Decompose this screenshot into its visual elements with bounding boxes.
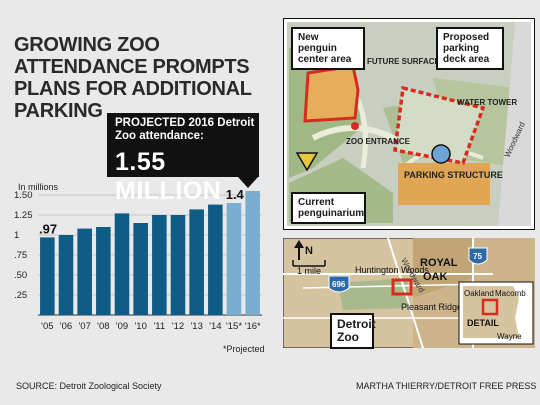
callout-current-penguinarium: Current penguinarium xyxy=(291,192,366,224)
projection-callout: PROJECTED 2016 Detroit Zoo attendance: 1… xyxy=(107,113,259,205)
x-tick-label: '07 xyxy=(78,321,90,332)
bar xyxy=(189,209,204,315)
callout-detroit-zoo: Detroit Zoo xyxy=(330,313,376,349)
x-tick-label: '08 xyxy=(97,321,109,332)
source-note: SOURCE: Detroit Zoological Society xyxy=(16,381,162,391)
projection-value: 1.55 MILLION xyxy=(115,148,222,205)
y-axis-label: In millions xyxy=(18,182,59,192)
x-tick-label: '06 xyxy=(60,321,72,332)
bar xyxy=(226,203,242,315)
scale-label: 1 mile xyxy=(297,266,321,276)
bar xyxy=(208,204,223,315)
i75-label: 75 xyxy=(473,252,482,261)
projection-label: PROJECTED 2016 Detroit Zoo attendance: xyxy=(115,117,255,142)
x-tick-label: '13 xyxy=(190,321,202,332)
y-tick-label: 1.25 xyxy=(14,210,33,221)
map-label-parking-structure: PARKING STRUCTURE xyxy=(404,170,503,180)
bar xyxy=(152,215,167,315)
bar xyxy=(58,235,74,315)
headline: GROWING ZOO ATTENDANCE PROMPTS PLANS FOR… xyxy=(14,34,252,122)
zoo-entrance-marker xyxy=(351,122,359,130)
water-tower-marker xyxy=(431,144,451,164)
bar xyxy=(77,228,92,315)
proposed-parking-deck xyxy=(393,85,486,165)
x-tick-label: '16* xyxy=(245,321,261,332)
callout-parking-deck: Proposed parking deck area xyxy=(436,27,504,70)
bar xyxy=(245,191,260,315)
data-label: 1.4 xyxy=(226,187,245,202)
callout-penguin-center: New penguin center area xyxy=(291,27,365,70)
bar xyxy=(133,223,148,315)
locator-map: N 1 mile 696 75 Huntington Woods ROYAL O… xyxy=(283,238,535,348)
current-penguinarium-marker xyxy=(295,152,319,172)
zoo-location-box xyxy=(391,278,413,296)
y-tick-label: 1 xyxy=(14,230,19,241)
y-tick-label: .50 xyxy=(14,270,27,281)
penguin-center-area xyxy=(303,64,360,123)
parking-structure xyxy=(398,163,490,205)
royal-oak-label-2: OAK xyxy=(423,271,448,283)
callout-pointer xyxy=(238,177,258,188)
x-tick-label: '10 xyxy=(134,321,146,332)
bar xyxy=(114,213,130,315)
y-tick-label: .25 xyxy=(14,290,27,301)
credit-note: MARTHA THIERRY/DETROIT FREE PRESS xyxy=(356,381,537,391)
x-tick-label: '12 xyxy=(172,321,184,332)
bar xyxy=(96,227,111,315)
macomb-label: Macomb xyxy=(495,289,526,298)
royal-oak-label: ROYAL xyxy=(420,257,458,269)
x-tick-label: '15* xyxy=(226,321,242,332)
x-tick-label: '09 xyxy=(116,321,128,332)
projected-note: *Projected xyxy=(223,344,265,354)
wayne-label: Wayne xyxy=(497,332,522,341)
detail-label: DETAIL xyxy=(467,318,499,328)
huntington-woods-label: Huntington Woods xyxy=(355,265,429,275)
i696-label: 696 xyxy=(332,280,346,289)
x-tick-label: '14 xyxy=(209,321,221,332)
north-label: N xyxy=(305,245,313,257)
oakland-label: Oakland xyxy=(464,289,494,298)
data-label: .97 xyxy=(39,221,57,236)
bar xyxy=(170,215,186,315)
y-tick-label: .75 xyxy=(14,250,27,261)
map-label-water-tower: WATER TOWER xyxy=(457,98,517,107)
y-tick-label: 1.50 xyxy=(14,190,33,201)
x-tick-label: '05 xyxy=(41,321,53,332)
map-label-future-lot: FUTURE SURFACE LOT xyxy=(367,57,458,66)
x-tick-label: '11 xyxy=(153,321,165,332)
bar xyxy=(40,237,55,315)
pleasant-ridge-label: Pleasant Ridge xyxy=(401,302,462,312)
map-label-zoo-entrance: ZOO ENTRANCE xyxy=(346,137,411,146)
